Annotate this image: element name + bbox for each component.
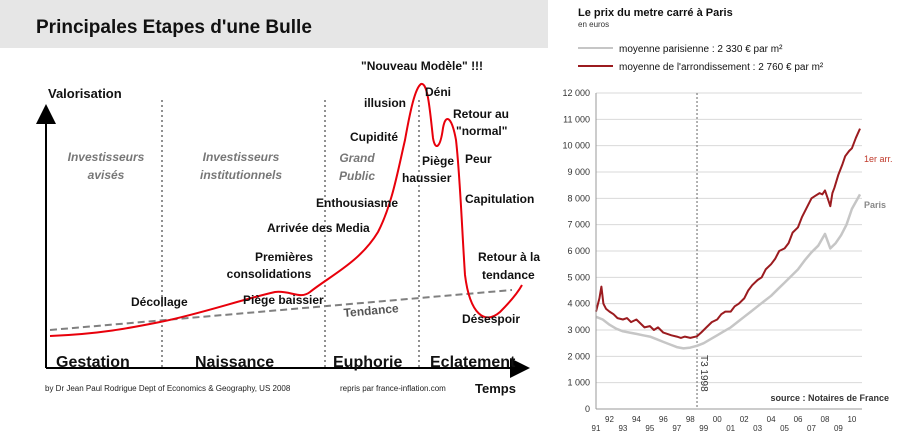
x-tick-labels: 91 93 95 97 99 01 03 05 07 09 92 94 96 98 00 02 04 06 08 10 xyxy=(592,415,857,433)
x-tick-label: 04 xyxy=(767,415,776,424)
x-tick-label: 08 xyxy=(821,415,830,424)
x-tick-label: 95 xyxy=(645,424,654,433)
marker-label-t3-1998: T3 1998 xyxy=(698,355,709,392)
annotation-piege-haussier-2: haussier xyxy=(402,171,452,185)
paris-price-chart-panel: Le prix du metre carré à Paris en euros … xyxy=(553,0,898,436)
y-tick-label: 4 000 xyxy=(567,299,590,309)
y-tick-label: 0 xyxy=(585,404,590,414)
x-axis-label: Temps xyxy=(475,381,516,396)
annotation-piege-baissier: Piège baissier xyxy=(243,293,324,307)
y-tick-label: 2 000 xyxy=(567,351,590,361)
series-line-parisienne xyxy=(595,193,862,350)
y-tick-label: 1 000 xyxy=(567,378,590,388)
annotation-cupidite: Cupidité xyxy=(350,130,398,144)
annotation-desespoir: Désespoir xyxy=(462,312,520,326)
x-tick-label: 91 xyxy=(592,424,601,433)
x-tick-label: 97 xyxy=(672,424,681,433)
x-tick-label: 10 xyxy=(847,415,856,424)
bubble-stages-figure: Principales Etapes d'une Bulle Valorisat… xyxy=(0,0,548,396)
chart-title: Le prix du metre carré à Paris xyxy=(578,7,733,19)
annotation-deni: Déni xyxy=(425,85,451,99)
annotation-enthousiasme: Enthousiasme xyxy=(316,196,398,210)
annotation-premieres-2: consolidations xyxy=(227,267,312,281)
x-tick-label: 06 xyxy=(794,415,803,424)
bubble-stages-panel: Principales Etapes d'une Bulle Valorisat… xyxy=(0,0,548,396)
y-tick-label: 7 000 xyxy=(567,220,590,230)
annotation-retour-normal-2: "normal" xyxy=(456,124,507,138)
x-tick-label: 07 xyxy=(807,424,816,433)
series-line-arrondissement xyxy=(595,128,861,339)
end-label-paris: Paris xyxy=(864,200,886,210)
end-label-1er-arr: 1er arr. xyxy=(864,154,893,164)
series-lines xyxy=(595,128,862,350)
investor-label-avises-1: Investisseurs xyxy=(68,150,145,164)
y-tick-label: 12 000 xyxy=(562,88,590,98)
trend-line xyxy=(49,289,513,331)
annotation-peur: Peur xyxy=(465,152,492,166)
chart-subtitle: en euros xyxy=(578,20,609,29)
x-tick-label: 09 xyxy=(834,424,843,433)
x-tick-label: 01 xyxy=(726,424,735,433)
y-tick-label: 9 000 xyxy=(567,167,590,177)
annotation-premieres-1: Premières xyxy=(255,250,313,264)
x-tick-label: 99 xyxy=(699,424,708,433)
x-tick-label: 02 xyxy=(740,415,749,424)
figure-title: Principales Etapes d'une Bulle xyxy=(36,17,312,38)
annotation-retour-tendance-1: Retour à la xyxy=(478,250,540,264)
phase-label-eclatement: Eclatement xyxy=(430,354,516,371)
x-tick-label: 03 xyxy=(753,424,762,433)
annotation-piege-haussier-1: Piège xyxy=(422,154,454,168)
trend-label: Tendance xyxy=(343,301,399,320)
x-tick-label: 00 xyxy=(713,415,722,424)
x-tick-label: 05 xyxy=(780,424,789,433)
x-tick-label: 98 xyxy=(686,415,695,424)
x-tick-label: 96 xyxy=(659,415,668,424)
annotation-retour-normal-1: Retour au xyxy=(453,107,509,121)
y-tick-label: 10 000 xyxy=(562,141,590,151)
phase-label-euphorie: Euphorie xyxy=(333,354,402,371)
reprint-text: repris par france-inflation.com xyxy=(340,384,446,393)
annotation-decollage: Décollage xyxy=(131,295,188,309)
investor-label-institutionnels-2: institutionnels xyxy=(200,168,282,182)
x-tick-label: 93 xyxy=(618,424,627,433)
investor-label-avises-2: avisés xyxy=(88,168,125,182)
annotation-capitulation: Capitulation xyxy=(465,192,534,206)
y-tick-label: 6 000 xyxy=(567,246,590,256)
x-tick-label: 94 xyxy=(632,415,641,424)
annotation-illusion: illusion xyxy=(364,96,406,110)
phase-label-naissance: Naissance xyxy=(195,354,274,371)
annotation-retour-tendance-2: tendance xyxy=(482,268,535,282)
annotation-arrivee-media: Arrivée des Media xyxy=(267,221,370,235)
investor-label-grand-public-2: Public xyxy=(339,169,375,183)
title-band xyxy=(0,0,548,48)
x-tick-label: 92 xyxy=(605,415,614,424)
source-text: source : Notaires de France xyxy=(770,393,889,403)
paris-price-chart: Le prix du metre carré à Paris en euros … xyxy=(562,7,893,433)
legend-parisienne: moyenne parisienne : 2 330 € par m² xyxy=(619,44,783,55)
phase-label-gestation: Gestation xyxy=(56,354,130,371)
y-tick-labels: 0 1 000 2 000 3 000 4 000 5 000 6 000 7 000 8 00… xyxy=(562,88,590,414)
investor-label-grand-public-1: Grand xyxy=(339,151,375,165)
bubble-curve xyxy=(49,83,523,337)
legend-arrondissement: moyenne de l'arrondissement : 2 760 € pa… xyxy=(619,62,824,73)
annotation-nouveau-modele: "Nouveau Modèle" !!! xyxy=(361,59,483,73)
y-tick-label: 11 000 xyxy=(563,114,590,124)
credit-text: by Dr Jean Paul Rodrigue Dept of Economi… xyxy=(45,384,291,393)
grid-lines xyxy=(596,92,862,384)
y-axis-label: Valorisation xyxy=(48,86,122,101)
y-tick-label: 5 000 xyxy=(567,272,590,282)
y-tick-label: 8 000 xyxy=(567,193,590,203)
investor-label-institutionnels-1: Investisseurs xyxy=(203,150,280,164)
y-tick-label: 3 000 xyxy=(567,325,590,335)
